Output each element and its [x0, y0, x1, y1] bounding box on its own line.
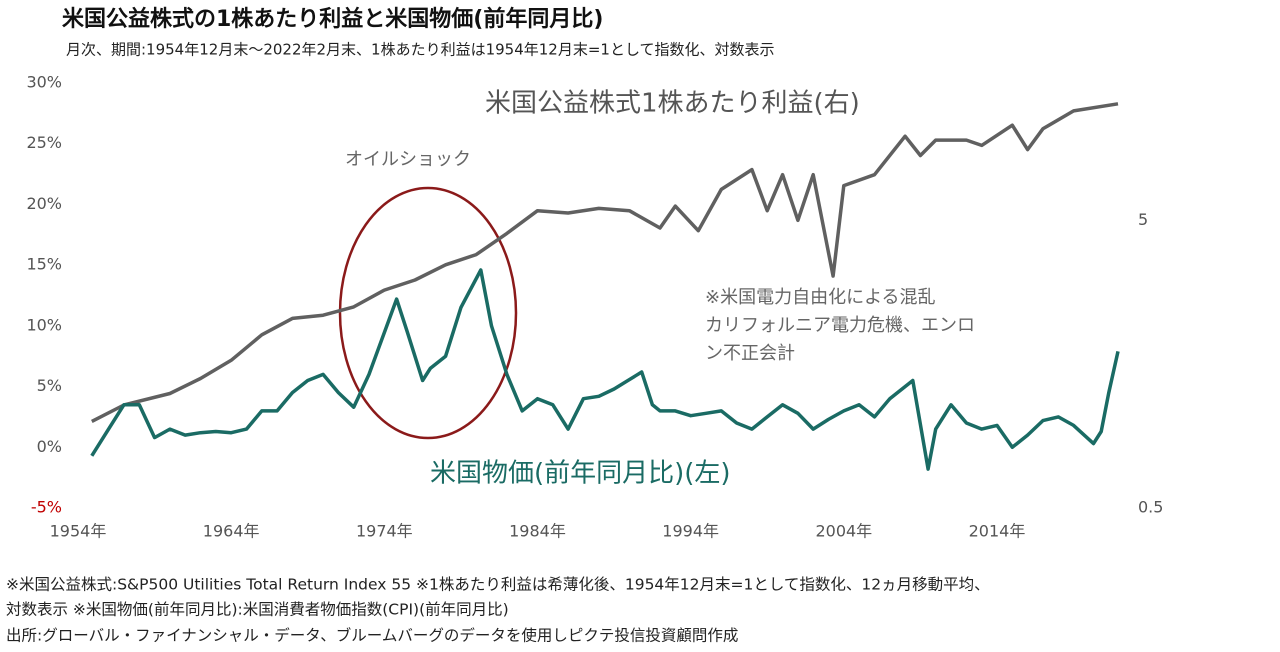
footnote: ※米国公益株式:S&P500 Utilities Total Return In… — [6, 576, 990, 594]
power-note: ※米国電力自由化による混乱 — [705, 287, 936, 308]
oil-shock-label: オイルショック — [345, 149, 471, 170]
chart-title: 米国公益株式の1株あたり利益と米国物価(前年同月比) — [62, 6, 603, 32]
y2-tick-label: 0.5 — [1138, 498, 1163, 517]
x-tick-label: 2004年 — [815, 522, 872, 541]
x-tick-label: 1994年 — [662, 522, 719, 541]
power-note: カリフォルニア電力危機、エンロ — [705, 315, 975, 336]
oil-shock-circle — [338, 186, 518, 440]
series-label: 米国公益株式1株あたり利益(右) — [485, 89, 860, 119]
series-line — [91, 102, 1119, 423]
x-tick-label: 1964年 — [203, 522, 260, 541]
chart-subtitle: 月次、期間:1954年12月末〜2022年2月末、1株あたり利益は1954年12… — [66, 41, 775, 59]
x-tick-label: 1954年 — [50, 522, 107, 541]
x-tick-label: 1984年 — [509, 522, 566, 541]
y-tick-label: 10% — [26, 315, 62, 334]
y-tick-label: 0% — [37, 437, 62, 456]
series-line — [90, 268, 1120, 471]
y-tick-label: 20% — [26, 194, 62, 213]
series-label: 米国物価(前年同月比)(左) — [430, 459, 731, 489]
power-note: ン不正会計 — [705, 343, 795, 364]
x-tick-label: 2014年 — [969, 522, 1026, 541]
y-tick-label: 30% — [26, 73, 62, 92]
x-tick-label: 1974年 — [356, 522, 413, 541]
footnote: 出所:グローバル・ファイナンシャル・データ、ブルームバーグのデータを使用しピクテ… — [6, 626, 738, 645]
y2-tick-label: 5 — [1138, 210, 1148, 229]
y-tick-label: 25% — [26, 133, 62, 152]
y-tick-label: 15% — [26, 255, 62, 274]
footnote: 対数表示 ※米国物価(前年同月比):米国消費者物価指数(CPI)(前年同月比) — [6, 601, 509, 619]
y-tick-label: 5% — [37, 376, 62, 395]
y-tick-label: -5% — [31, 498, 62, 517]
